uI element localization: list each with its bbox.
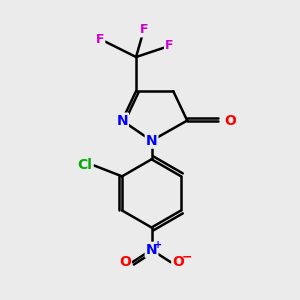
Text: F: F bbox=[140, 23, 148, 37]
Text: O: O bbox=[224, 114, 236, 128]
Text: F: F bbox=[96, 32, 104, 46]
Text: −: − bbox=[182, 250, 192, 263]
Text: F: F bbox=[165, 40, 173, 52]
Text: O: O bbox=[119, 255, 131, 269]
Text: Cl: Cl bbox=[78, 158, 93, 172]
Text: N: N bbox=[146, 134, 158, 148]
Text: O: O bbox=[172, 255, 184, 269]
Text: N: N bbox=[146, 243, 158, 257]
Text: N: N bbox=[116, 114, 128, 128]
Text: +: + bbox=[154, 240, 162, 250]
